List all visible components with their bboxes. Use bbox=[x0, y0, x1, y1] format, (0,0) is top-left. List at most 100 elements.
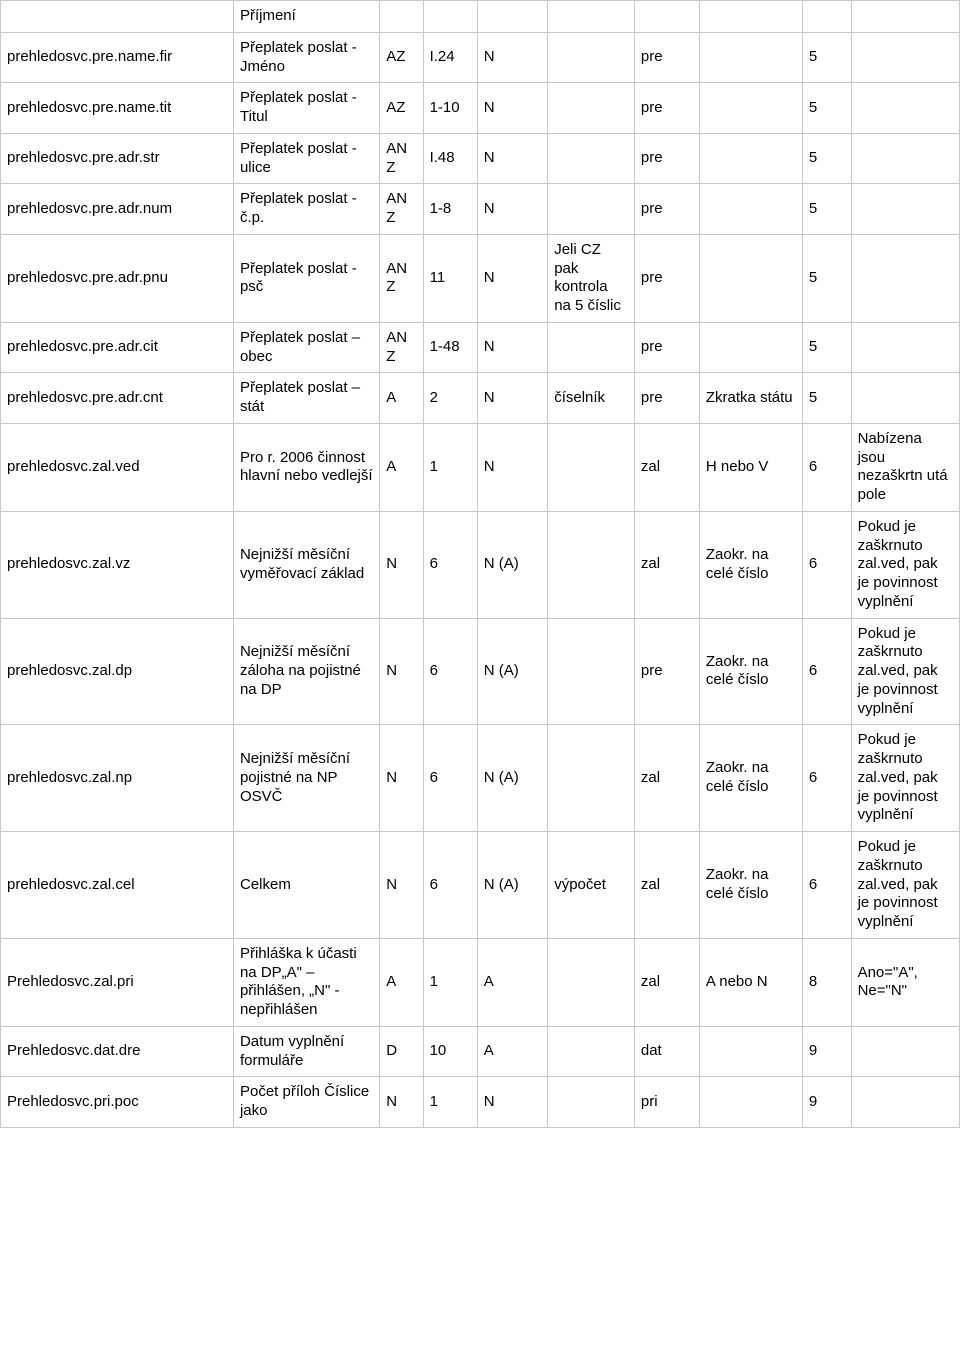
table-row: Prehledosvc.pri.pocPočet příloh Číslice … bbox=[1, 1077, 960, 1128]
table-cell: prehledosvc.pre.adr.str bbox=[1, 133, 234, 184]
table-cell: 9 bbox=[802, 1026, 851, 1077]
table-cell bbox=[699, 1, 802, 33]
table-row: prehledosvc.pre.adr.strPřeplatek poslat … bbox=[1, 133, 960, 184]
table-cell: A bbox=[380, 373, 423, 424]
table-cell: prehledosvc.zal.vz bbox=[1, 511, 234, 618]
table-cell: 5 bbox=[802, 83, 851, 134]
table-cell bbox=[477, 1, 547, 33]
table-cell: pre bbox=[634, 322, 699, 373]
table-cell bbox=[699, 1026, 802, 1077]
table-cell bbox=[548, 618, 635, 725]
table-cell: Nejnižší měsíční vyměřovací základ bbox=[233, 511, 379, 618]
table-cell: Celkem bbox=[233, 832, 379, 939]
table-cell: 6 bbox=[423, 511, 477, 618]
table-cell: pre bbox=[634, 32, 699, 83]
table-cell: 6 bbox=[802, 511, 851, 618]
table-cell bbox=[851, 1077, 959, 1128]
table-cell: prehledosvc.pre.adr.cit bbox=[1, 322, 234, 373]
table-cell bbox=[699, 322, 802, 373]
table-cell: Prehledosvc.pri.poc bbox=[1, 1077, 234, 1128]
table-cell: prehledosvc.zal.np bbox=[1, 725, 234, 832]
table-cell: pri bbox=[634, 1077, 699, 1128]
table-cell: A bbox=[477, 938, 547, 1026]
table-cell: N bbox=[380, 511, 423, 618]
table-cell bbox=[851, 322, 959, 373]
table-cell: AZ bbox=[380, 32, 423, 83]
table-cell: 5 bbox=[802, 32, 851, 83]
table-cell: Přeplatek poslat - psč bbox=[233, 234, 379, 322]
table-cell: výpočet bbox=[548, 832, 635, 939]
table-cell bbox=[851, 32, 959, 83]
table-cell: N (A) bbox=[477, 832, 547, 939]
table-cell: Přeplatek poslat - ulice bbox=[233, 133, 379, 184]
table-row: prehledosvc.pre.adr.pnuPřeplatek poslat … bbox=[1, 234, 960, 322]
table-cell: prehledosvc.pre.name.fir bbox=[1, 32, 234, 83]
table-cell: Pokud je zaškrnuto zal.ved, pak je povin… bbox=[851, 725, 959, 832]
table-cell: 6 bbox=[802, 725, 851, 832]
table-cell: N bbox=[477, 184, 547, 235]
table-cell: Zkratka státu bbox=[699, 373, 802, 424]
table-cell: 6 bbox=[802, 832, 851, 939]
table-row: prehledosvc.zal.vzNejnižší měsíční vyměř… bbox=[1, 511, 960, 618]
table-cell: 5 bbox=[802, 133, 851, 184]
table-cell: N (A) bbox=[477, 618, 547, 725]
table-row: Prehledosvc.dat.dreDatum vyplnění formul… bbox=[1, 1026, 960, 1077]
table-row: prehledosvc.pre.adr.cntPřeplatek poslat … bbox=[1, 373, 960, 424]
table-cell: 1 bbox=[423, 1077, 477, 1128]
table-cell bbox=[548, 511, 635, 618]
table-cell: 6 bbox=[423, 725, 477, 832]
table-row: Prehledosvc.zal.priPřihláška k účasti na… bbox=[1, 938, 960, 1026]
table-cell bbox=[548, 1077, 635, 1128]
table-cell: pre bbox=[634, 184, 699, 235]
table-cell: Pokud je zaškrnuto zal.ved, pak je povin… bbox=[851, 832, 959, 939]
table-cell: prehledosvc.zal.cel bbox=[1, 832, 234, 939]
table-cell: H nebo V bbox=[699, 423, 802, 511]
table-cell: 5 bbox=[802, 373, 851, 424]
table-cell: Zaokr. na celé číslo bbox=[699, 832, 802, 939]
table-cell: N bbox=[477, 322, 547, 373]
table-cell: Nejnižší měsíční pojistné na NP OSVČ bbox=[233, 725, 379, 832]
table-cell: AN Z bbox=[380, 234, 423, 322]
table-cell bbox=[851, 1026, 959, 1077]
table-cell: pre bbox=[634, 83, 699, 134]
data-table: Příjmeníprehledosvc.pre.name.firPřeplate… bbox=[0, 0, 960, 1128]
table-cell: N bbox=[477, 423, 547, 511]
table-cell: Pro r. 2006 činnost hlavní nebo vedlejší bbox=[233, 423, 379, 511]
table-row: prehledosvc.pre.adr.numPřeplatek poslat … bbox=[1, 184, 960, 235]
table-cell: pre bbox=[634, 234, 699, 322]
table-cell: N (A) bbox=[477, 725, 547, 832]
table-cell: 6 bbox=[423, 832, 477, 939]
table-cell bbox=[851, 133, 959, 184]
table-cell: N bbox=[477, 83, 547, 134]
table-cell bbox=[802, 1, 851, 33]
table-cell: Zaokr. na celé číslo bbox=[699, 618, 802, 725]
table-cell: zal bbox=[634, 511, 699, 618]
table-row: Příjmení bbox=[1, 1, 960, 33]
table-cell bbox=[548, 83, 635, 134]
table-cell: Datum vyplnění formuláře bbox=[233, 1026, 379, 1077]
table-cell bbox=[699, 234, 802, 322]
table-cell: N bbox=[380, 618, 423, 725]
table-cell bbox=[699, 1077, 802, 1128]
table-cell: A bbox=[477, 1026, 547, 1077]
table-cell: Ano="A", Ne="N" bbox=[851, 938, 959, 1026]
table-cell bbox=[851, 83, 959, 134]
table-cell: D bbox=[380, 1026, 423, 1077]
table-cell bbox=[548, 1, 635, 33]
table-cell: 1 bbox=[423, 423, 477, 511]
table-row: prehledosvc.zal.celCelkemN6N (A)výpočetz… bbox=[1, 832, 960, 939]
table-cell: zal bbox=[634, 938, 699, 1026]
table-row: prehledosvc.zal.dpNejnižší měsíční záloh… bbox=[1, 618, 960, 725]
table-cell: prehledosvc.pre.name.tit bbox=[1, 83, 234, 134]
table-cell: Přeplatek poslat - Jméno bbox=[233, 32, 379, 83]
table-cell: prehledosvc.pre.adr.num bbox=[1, 184, 234, 235]
table-cell: A nebo N bbox=[699, 938, 802, 1026]
table-cell: prehledosvc.pre.adr.pnu bbox=[1, 234, 234, 322]
table-cell bbox=[548, 938, 635, 1026]
table-cell bbox=[548, 322, 635, 373]
table-cell bbox=[851, 1, 959, 33]
table-cell: pre bbox=[634, 133, 699, 184]
table-cell bbox=[548, 1026, 635, 1077]
table-cell: Nabízena jsou nezaškrtn utá pole bbox=[851, 423, 959, 511]
table-cell bbox=[548, 725, 635, 832]
